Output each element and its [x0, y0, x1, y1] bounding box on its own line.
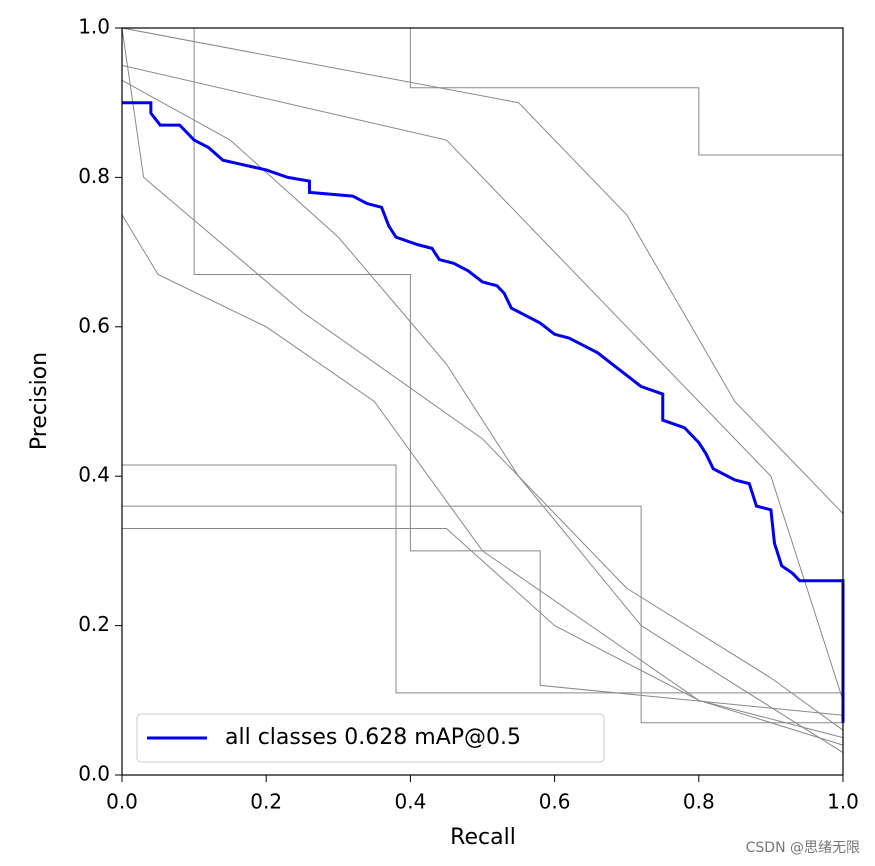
x-tick-label: 0.6: [539, 790, 571, 814]
y-tick-label: 1.0: [78, 15, 110, 39]
legend-box: [136, 713, 605, 763]
y-axis-label: Precision: [27, 352, 52, 450]
x-tick-label: 0.2: [250, 790, 282, 814]
pr-curve-class: [121, 64, 844, 701]
y-tick-label: 0.2: [78, 612, 110, 636]
pr-curve-class: [121, 27, 844, 514]
y-tick-label: 0.6: [78, 313, 110, 337]
pr-curve-class: [122, 27, 843, 156]
x-tick-label: 1.0: [827, 790, 859, 814]
pr-curve-class: [121, 79, 844, 754]
pr-curve-all: [122, 101, 845, 723]
watermark: CSDN @思绪无限: [746, 840, 860, 856]
x-tick-label: 0.0: [106, 790, 138, 814]
pr-curve-class: [122, 527, 844, 746]
x-tick-label: 0.4: [394, 790, 426, 814]
y-tick-label: 0.8: [78, 164, 110, 188]
pr-curve-class: [122, 464, 843, 694]
pr-curve-class: [121, 214, 844, 739]
plot-frame: [121, 27, 844, 776]
pr-curve-class: [122, 505, 843, 724]
pr-curve-class: [122, 27, 844, 716]
x-tick-label: 0.8: [683, 790, 715, 814]
y-tick-label: 0.4: [78, 463, 110, 487]
pr-curve-class: [121, 27, 844, 731]
x-axis-label: Recall: [450, 825, 516, 850]
y-tick-label: 0.0: [78, 762, 110, 786]
legend-label: all classes 0.628 mAP@0.5: [225, 725, 521, 750]
